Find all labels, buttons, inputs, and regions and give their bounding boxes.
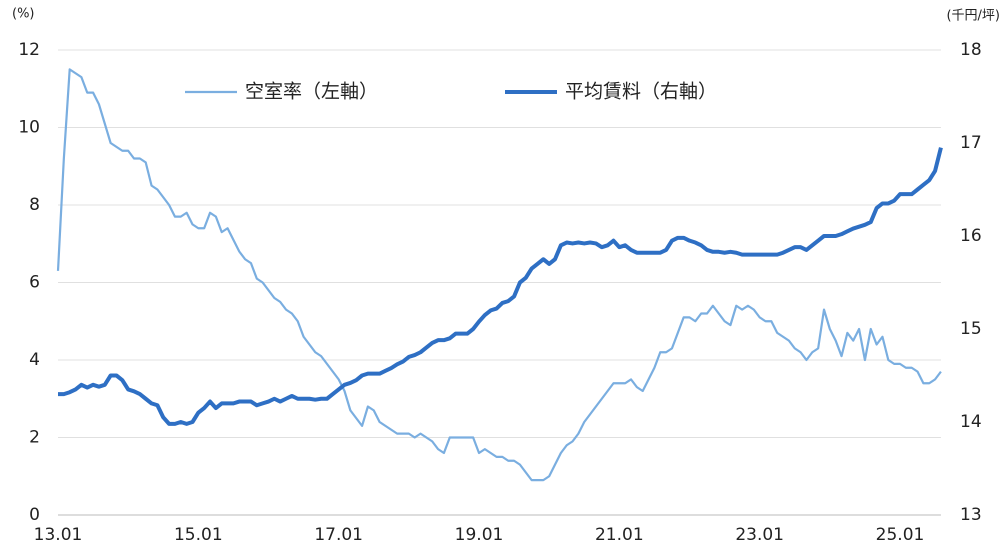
y2-tick-label: 13 (960, 505, 982, 525)
y2-tick-label: 14 (960, 412, 982, 432)
y-tick-label: 6 (29, 273, 40, 293)
x-tick-label: 17.01 (314, 525, 363, 545)
x-tick-label: 15.01 (174, 525, 223, 545)
y2-tick-label: 17 (960, 133, 982, 153)
y-tick-label: 4 (29, 350, 40, 370)
legend-label: 空室率（左軸） (245, 81, 378, 103)
legend-label: 平均賃料（右軸） (565, 81, 717, 103)
y-tick-label: 8 (29, 195, 40, 215)
x-tick-label: 25.01 (876, 525, 925, 545)
series-line (56, 68, 942, 482)
y2-tick-label: 16 (960, 226, 982, 246)
y-axis-label: (%) (12, 7, 35, 22)
y-tick-label: 12 (18, 40, 40, 60)
y-tick-label: 0 (29, 505, 40, 525)
y2-axis-label: (千円/坪) (946, 9, 1000, 24)
x-tick-label: 19.01 (455, 525, 504, 545)
x-tick-label: 23.01 (735, 525, 784, 545)
y-tick-label: 2 (29, 428, 40, 448)
series-line (58, 147, 943, 426)
y-tick-label: 10 (18, 118, 40, 138)
x-tick-label: 13.01 (34, 525, 83, 545)
y2-tick-label: 18 (960, 40, 982, 60)
y2-tick-label: 15 (960, 319, 982, 339)
x-tick-label: 21.01 (595, 525, 644, 545)
